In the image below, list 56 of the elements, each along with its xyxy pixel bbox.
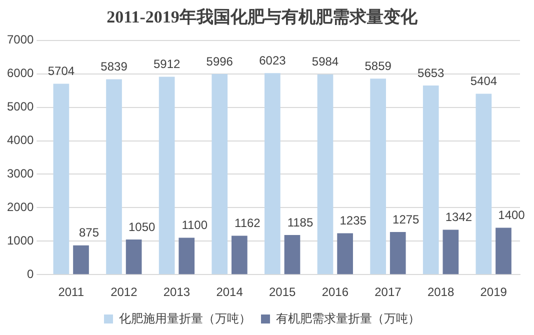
data-label: 1342 <box>445 210 472 224</box>
bar <box>284 234 300 274</box>
bar <box>212 74 228 274</box>
chart-title: 2011-2019年我国化肥与有机肥需求量变化 <box>106 8 418 27</box>
x-tick-label: 2016 <box>322 285 349 300</box>
legend-label: 化肥施用量折量（万吨） <box>119 311 251 326</box>
data-label: 5704 <box>48 64 75 78</box>
x-tick-label: 2011 <box>58 285 84 300</box>
bar <box>476 94 492 274</box>
y-tick-label: 3000 <box>6 166 34 181</box>
x-tick-label: 2017 <box>374 285 402 300</box>
data-label: 5404 <box>470 74 498 88</box>
bar <box>232 236 248 274</box>
bar <box>496 228 512 274</box>
bar <box>178 238 195 274</box>
y-tick-label: 5000 <box>6 100 34 114</box>
bar <box>126 239 142 274</box>
bar <box>422 85 439 274</box>
data-label: 875 <box>78 226 100 240</box>
bar <box>158 76 175 274</box>
y-tick-label: 7000 <box>6 32 34 47</box>
bar <box>106 79 122 274</box>
data-label: 1100 <box>182 218 208 232</box>
x-tick-label: 2018 <box>427 285 454 300</box>
bar <box>337 233 353 274</box>
bar <box>53 84 70 274</box>
data-label: 1185 <box>287 215 314 230</box>
data-label: 5996 <box>206 54 234 68</box>
x-tick-label: 2019 <box>480 285 508 300</box>
data-label: 1050 <box>128 220 156 234</box>
x-tick-label: 2012 <box>110 285 138 300</box>
legend-label: 有机肥需求量折量（万吨） <box>276 311 420 326</box>
bar <box>370 78 386 274</box>
data-label: 1162 <box>234 216 261 230</box>
y-tick-label: 6000 <box>6 66 34 80</box>
bar <box>73 245 89 274</box>
data-label: 1275 <box>392 212 420 226</box>
y-tick-label: 4000 <box>6 133 34 148</box>
bar <box>442 230 459 274</box>
data-label: 5912 <box>153 57 180 72</box>
bar <box>264 73 280 274</box>
y-tick-label: 2000 <box>6 200 34 214</box>
data-label: 5859 <box>364 58 392 73</box>
y-tick-label: 0 <box>27 266 34 281</box>
y-tick-label: 1000 <box>6 233 34 248</box>
x-tick-label: 2014 <box>216 285 244 300</box>
data-label: 5984 <box>312 54 339 69</box>
data-label: 1235 <box>340 214 367 228</box>
data-label: 6023 <box>259 53 286 68</box>
x-tick-label: 2015 <box>268 285 296 300</box>
x-tick-label: 2013 <box>163 285 190 300</box>
data-label: 5653 <box>418 66 445 80</box>
bar <box>390 232 406 274</box>
data-label: 5839 <box>100 60 128 74</box>
data-label: 1400 <box>498 208 526 222</box>
bar <box>317 74 334 274</box>
